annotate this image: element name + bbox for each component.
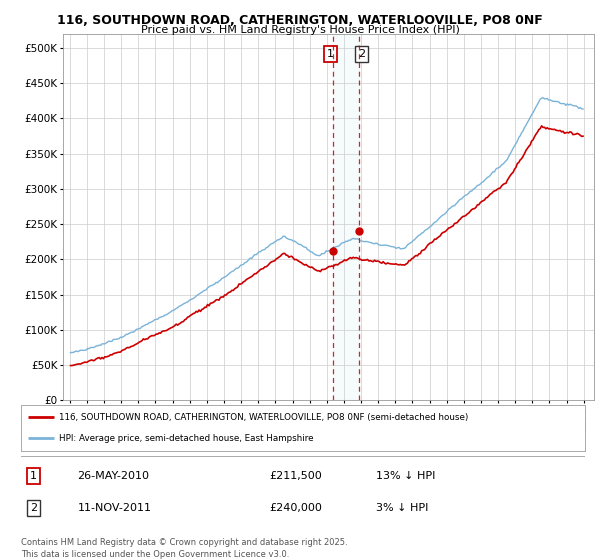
Text: 2: 2 [358, 49, 365, 59]
Text: 13% ↓ HPI: 13% ↓ HPI [376, 471, 436, 481]
Text: 116, SOUTHDOWN ROAD, CATHERINGTON, WATERLOOVILLE, PO8 0NF: 116, SOUTHDOWN ROAD, CATHERINGTON, WATER… [57, 14, 543, 27]
Text: £211,500: £211,500 [269, 471, 322, 481]
Text: 11-NOV-2011: 11-NOV-2011 [77, 503, 151, 513]
Text: 1: 1 [30, 471, 37, 481]
Text: 26-MAY-2010: 26-MAY-2010 [77, 471, 149, 481]
Text: HPI: Average price, semi-detached house, East Hampshire: HPI: Average price, semi-detached house,… [59, 434, 314, 443]
Bar [333, 34, 359, 400]
Text: 3% ↓ HPI: 3% ↓ HPI [376, 503, 428, 513]
Text: 116, SOUTHDOWN ROAD, CATHERINGTON, WATERLOOVILLE, PO8 0NF (semi-detached house): 116, SOUTHDOWN ROAD, CATHERINGTON, WATER… [59, 413, 469, 422]
Text: Price paid vs. HM Land Registry's House Price Index (HPI): Price paid vs. HM Land Registry's House … [140, 25, 460, 35]
Text: 2: 2 [30, 503, 37, 513]
Text: 1: 1 [327, 49, 334, 59]
Text: Contains HM Land Registry data © Crown copyright and database right 2025.
This d: Contains HM Land Registry data © Crown c… [21, 538, 347, 559]
Text: £240,000: £240,000 [269, 503, 322, 513]
